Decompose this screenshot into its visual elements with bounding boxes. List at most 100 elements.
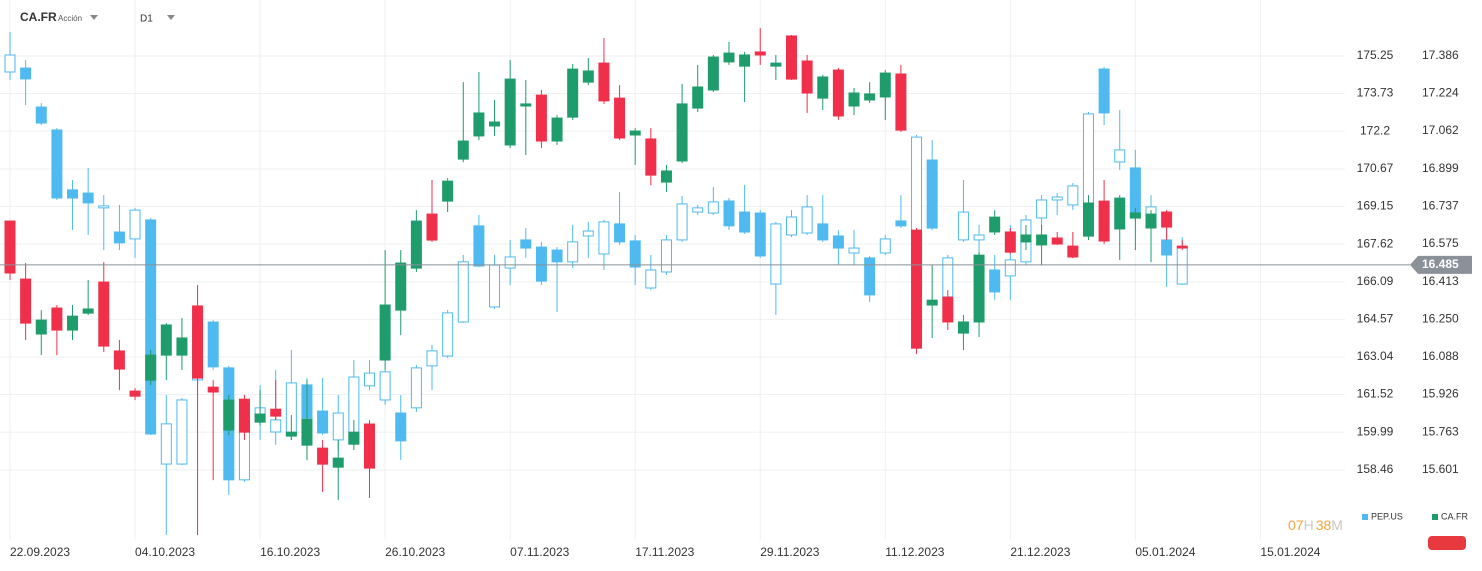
- candle-body: [567, 241, 579, 263]
- candle-body: [98, 205, 110, 209]
- candle-body: [317, 410, 329, 434]
- candle-body: [51, 129, 63, 199]
- candle-body: [317, 447, 329, 465]
- candle-body: [1082, 113, 1094, 205]
- candle-body: [473, 112, 485, 137]
- candle-body: [332, 412, 344, 441]
- candle-body: [1020, 234, 1032, 243]
- legend-swatch: [1432, 514, 1438, 520]
- y-tick-label: 166.09: [1357, 274, 1394, 288]
- candle-body: [160, 324, 172, 356]
- candle-body: [379, 304, 391, 361]
- x-tick-label: 29.11.2023: [760, 545, 819, 559]
- x-tick-label: 22.09.2023: [10, 545, 70, 559]
- candle-body: [551, 249, 563, 263]
- candle-body: [1004, 231, 1016, 253]
- y-tick-label: 158.46: [1357, 462, 1394, 476]
- candle-body: [145, 354, 157, 381]
- candle-body: [67, 189, 79, 199]
- candle-body: [348, 431, 360, 445]
- candle-body: [20, 67, 32, 80]
- candle-body: [723, 200, 735, 227]
- y2-tick-label: 16.250: [1422, 312, 1459, 326]
- candle-body: [832, 235, 844, 249]
- candle-body: [739, 54, 751, 67]
- candle-body: [442, 312, 454, 357]
- candle-body: [4, 54, 16, 73]
- candle-body: [1176, 247, 1188, 285]
- candle-body: [160, 423, 172, 465]
- candle-body: [238, 398, 250, 433]
- candle-body: [176, 337, 188, 356]
- y-tick-label: 164.57: [1357, 311, 1394, 325]
- candle-body: [567, 68, 579, 118]
- candle-body: [957, 321, 969, 334]
- x-tick-label: 11.12.2023: [885, 545, 944, 559]
- candle-body: [786, 35, 797, 80]
- candle-body: [1051, 196, 1063, 201]
- dropdown-arrow[interactable]: [90, 15, 98, 20]
- candle-body: [35, 106, 47, 124]
- candle-body: [629, 130, 641, 136]
- candle-body: [864, 93, 876, 101]
- candle-body: [645, 269, 657, 289]
- candle-body: [770, 223, 782, 285]
- candle-body: [645, 138, 657, 176]
- candle-body: [254, 413, 266, 423]
- x-tick-label: 17.11.2023: [635, 545, 694, 559]
- x-tick-label: 26.10.2023: [385, 545, 445, 559]
- y2-tick-label: 17.062: [1422, 123, 1459, 137]
- action-button[interactable]: [1428, 536, 1466, 550]
- candle-body: [129, 390, 141, 397]
- countdown-hours-unit: H: [1304, 517, 1314, 533]
- y-tick-label: 159.99: [1357, 424, 1394, 438]
- y2-tick-label: 15.601: [1422, 462, 1459, 476]
- candle-body: [457, 140, 469, 160]
- candle-body: [379, 371, 391, 401]
- candle-body: [520, 103, 532, 107]
- candle-body: [660, 239, 672, 273]
- candle-body: [129, 209, 141, 240]
- candle-body: [176, 399, 188, 465]
- candle-body: [410, 367, 422, 409]
- x-tick-label: 15.01.2024: [1260, 545, 1320, 559]
- countdown-minutes: 38: [1316, 517, 1332, 533]
- y2-tick-label: 16.737: [1422, 199, 1459, 213]
- candle-body: [82, 192, 94, 204]
- candle-body: [739, 211, 751, 233]
- x-tick-label: 07.11.2023: [510, 545, 569, 559]
- candle-body: [926, 299, 938, 306]
- candle-body: [192, 305, 204, 379]
- y-tick-label: 173.73: [1357, 86, 1394, 100]
- candle-body: [895, 73, 907, 131]
- candle-body: [535, 246, 547, 282]
- timeframe[interactable]: D1: [140, 14, 153, 25]
- candle-body: [504, 78, 516, 146]
- x-tick-label: 21.12.2023: [1010, 545, 1070, 559]
- candle-body: [82, 308, 94, 314]
- candle-body: [879, 72, 891, 98]
- x-tick-label: 04.10.2023: [135, 545, 195, 559]
- candle-body: [879, 238, 891, 254]
- candle-body: [973, 254, 985, 323]
- dropdown-arrow[interactable]: [167, 15, 175, 20]
- candle-body: [629, 240, 641, 268]
- candle-body: [442, 180, 454, 202]
- candle-body: [817, 76, 829, 99]
- x-tick-label: 16.10.2023: [260, 545, 320, 559]
- y2-tick-label: 16.899: [1422, 161, 1459, 175]
- y-tick-label: 170.67: [1357, 161, 1394, 175]
- candle-body: [332, 457, 344, 468]
- candle-body: [489, 264, 501, 308]
- candle-body: [395, 262, 407, 311]
- candle-body: [363, 372, 375, 387]
- candle-body: [1098, 200, 1110, 242]
- candle-body: [660, 170, 672, 183]
- candle-body: [926, 159, 938, 229]
- candle-body: [848, 247, 860, 254]
- symbol[interactable]: CA.FR: [20, 10, 57, 24]
- candle-body: [395, 412, 407, 442]
- candle-body: [410, 220, 422, 269]
- countdown-minutes-unit: M: [1331, 517, 1343, 533]
- candle-body: [754, 51, 766, 56]
